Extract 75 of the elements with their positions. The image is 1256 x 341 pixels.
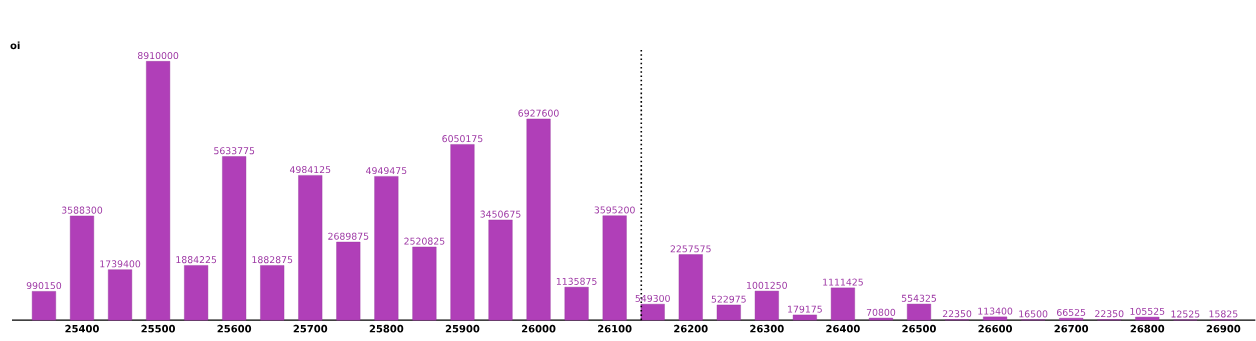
bar	[184, 265, 209, 321]
x-tick-label: 25800	[369, 324, 404, 333]
data-label: 1739400	[100, 260, 141, 268]
x-tick-label: 26400	[826, 324, 860, 333]
data-label: 5633775	[214, 147, 255, 155]
bar	[983, 316, 1008, 321]
bar	[792, 314, 817, 321]
bar	[31, 291, 56, 321]
data-label: 15825	[1209, 310, 1238, 318]
data-label: 1001250	[747, 281, 787, 289]
bar	[907, 303, 932, 321]
data-label: 16500	[1019, 310, 1048, 318]
bar	[450, 144, 475, 321]
bar	[298, 175, 323, 321]
data-label: 6050175	[442, 135, 483, 143]
bar	[526, 118, 551, 321]
data-label: 549300	[635, 294, 670, 302]
x-tick-label: 26200	[674, 324, 708, 333]
data-label: 8910000	[137, 51, 179, 60]
x-tick-label: 25700	[293, 324, 328, 333]
x-tick-label: 26100	[598, 324, 632, 333]
data-label: 990150	[26, 282, 62, 290]
bar	[640, 303, 665, 321]
bar	[222, 156, 247, 321]
y-axis-title: oi	[10, 41, 20, 50]
x-tick-label: 26000	[521, 324, 556, 333]
data-label: 2520825	[404, 237, 445, 245]
data-label: 1884225	[176, 256, 217, 264]
data-label: 4949475	[366, 167, 407, 175]
bar	[830, 287, 855, 321]
data-label: 105525	[1130, 307, 1165, 315]
x-tick-label: 26700	[1054, 324, 1089, 333]
bar	[488, 219, 513, 321]
data-label: 66525	[1057, 308, 1086, 316]
bar	[412, 246, 437, 321]
bar	[868, 317, 893, 321]
bar	[602, 215, 627, 321]
x-tick-label: 25900	[445, 324, 480, 333]
data-label: 2689875	[328, 232, 369, 240]
bar	[374, 176, 399, 321]
x-tick-label: 26800	[1130, 324, 1165, 333]
data-label: 113400	[978, 307, 1013, 315]
data-label: 1135875	[556, 277, 597, 285]
bar	[108, 269, 133, 321]
bar	[564, 286, 589, 321]
bar	[716, 304, 741, 321]
bar	[678, 254, 703, 321]
data-label: 70800	[866, 308, 896, 316]
data-label: 22350	[1095, 310, 1124, 318]
data-label: 3588300	[61, 206, 103, 214]
x-tick-label: 25400	[65, 324, 99, 333]
bar	[754, 290, 779, 321]
x-tick-label: 26500	[902, 324, 936, 333]
data-label: 1111425	[823, 278, 863, 286]
data-label: 2257575	[670, 245, 711, 253]
data-label: 554325	[901, 294, 936, 302]
data-label: 12525	[1171, 310, 1200, 318]
bar	[336, 241, 361, 321]
data-label: 1882875	[252, 256, 293, 264]
data-label: 6927600	[518, 109, 559, 117]
x-tick-label: 26900	[1206, 324, 1241, 333]
data-label: 179175	[788, 305, 822, 313]
data-label: 4984125	[289, 166, 331, 174]
data-label: 22350	[942, 310, 972, 318]
x-tick-label: 25600	[217, 324, 252, 333]
bar	[1135, 316, 1160, 321]
bar	[260, 265, 285, 321]
x-tick-label: 25500	[141, 324, 176, 333]
x-tick-label: 26600	[978, 324, 1013, 333]
data-label: 522975	[711, 295, 746, 303]
bar	[146, 61, 171, 321]
data-label: 3450675	[480, 210, 521, 218]
data-label: 3595200	[594, 206, 635, 214]
x-tick-label: 26300	[750, 324, 784, 333]
bar	[70, 215, 94, 321]
